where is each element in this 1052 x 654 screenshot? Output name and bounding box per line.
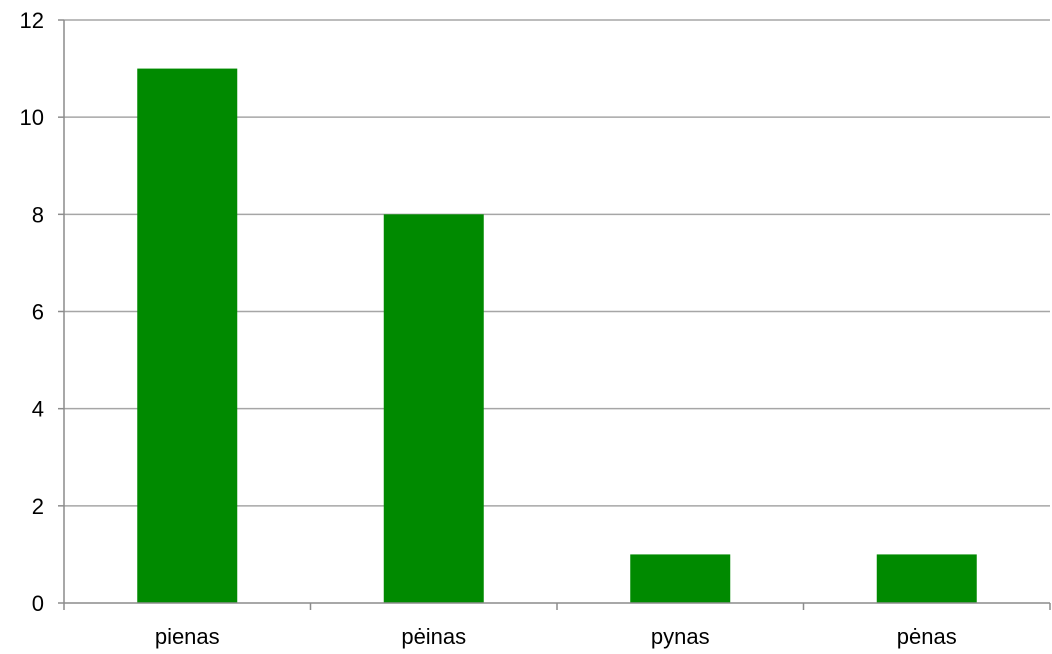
y-tick-label: 10 bbox=[20, 105, 44, 130]
y-tick-label: 8 bbox=[32, 202, 44, 227]
y-tick-label: 12 bbox=[20, 8, 44, 33]
x-tick-labels: pienas pėinas pynas pėnas bbox=[155, 624, 957, 649]
y-tick-label: 2 bbox=[32, 494, 44, 519]
bar-pienas bbox=[137, 68, 238, 604]
x-tick-label: pėnas bbox=[897, 624, 957, 649]
axes bbox=[58, 19, 1051, 610]
bars bbox=[137, 68, 977, 604]
y-tick-label: 4 bbox=[32, 397, 44, 422]
y-tick-labels: 0 2 4 6 8 10 12 bbox=[20, 8, 44, 616]
bar-pėinas bbox=[383, 214, 484, 604]
x-tick-label: pynas bbox=[651, 624, 710, 649]
bar-pėnas bbox=[876, 554, 977, 603]
x-tick-label: pienas bbox=[155, 624, 220, 649]
bar-pynas bbox=[630, 554, 731, 603]
y-tick-label: 0 bbox=[32, 591, 44, 616]
y-tick-label: 6 bbox=[32, 300, 44, 325]
x-tick-label: pėinas bbox=[401, 624, 466, 649]
